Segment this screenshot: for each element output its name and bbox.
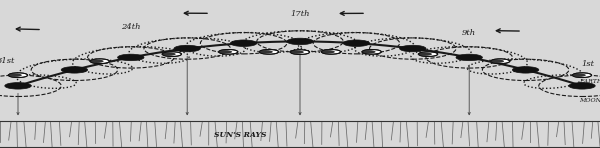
Circle shape [571, 73, 586, 77]
Circle shape [162, 52, 181, 57]
Circle shape [572, 73, 592, 78]
Circle shape [343, 40, 370, 46]
Text: 9th: 9th [462, 29, 476, 37]
Circle shape [512, 67, 539, 73]
Circle shape [90, 59, 109, 64]
Circle shape [89, 59, 104, 63]
Circle shape [569, 83, 595, 89]
Circle shape [491, 59, 510, 64]
Circle shape [161, 52, 176, 56]
Text: 24th: 24th [121, 23, 140, 31]
Circle shape [418, 52, 432, 56]
Circle shape [218, 50, 232, 54]
Circle shape [8, 73, 28, 78]
Text: 1st: 1st [581, 60, 595, 68]
Circle shape [320, 50, 335, 54]
Text: SUN'S RAYS: SUN'S RAYS [214, 131, 266, 139]
Circle shape [218, 49, 238, 54]
Text: 17th: 17th [290, 10, 310, 18]
Circle shape [259, 50, 273, 54]
Circle shape [362, 49, 382, 54]
Circle shape [290, 50, 310, 54]
Circle shape [230, 40, 257, 46]
Circle shape [259, 49, 278, 54]
Circle shape [61, 67, 88, 73]
Circle shape [174, 45, 200, 52]
Circle shape [287, 38, 313, 45]
Circle shape [322, 49, 341, 54]
Circle shape [361, 50, 376, 54]
Circle shape [118, 54, 144, 61]
Text: MOON: MOON [579, 98, 600, 103]
Text: EARTH: EARTH [579, 79, 600, 84]
Circle shape [5, 83, 31, 89]
Circle shape [419, 52, 438, 57]
Circle shape [289, 50, 304, 54]
Text: 31st: 31st [0, 57, 15, 65]
Circle shape [490, 59, 504, 63]
Circle shape [7, 73, 22, 77]
Circle shape [456, 54, 482, 61]
Circle shape [400, 45, 426, 52]
